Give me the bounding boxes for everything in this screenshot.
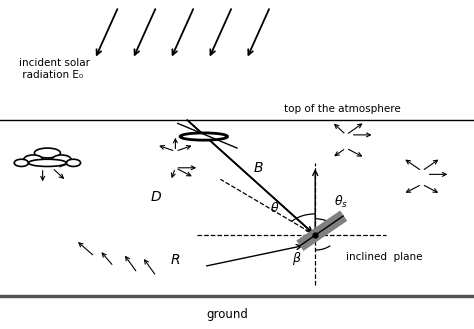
Text: R: R <box>171 253 180 267</box>
Text: inclined  plane: inclined plane <box>346 252 422 262</box>
Text: $\theta_s$: $\theta_s$ <box>334 194 348 210</box>
Text: top of the atmosphere: top of the atmosphere <box>284 104 401 114</box>
Text: D: D <box>151 190 162 204</box>
Ellipse shape <box>28 159 66 166</box>
Ellipse shape <box>24 155 43 164</box>
Text: θ: θ <box>271 202 279 215</box>
Ellipse shape <box>66 159 81 166</box>
Ellipse shape <box>180 133 228 140</box>
Ellipse shape <box>14 159 28 166</box>
Text: ground: ground <box>207 308 248 321</box>
Text: β: β <box>292 252 300 265</box>
Ellipse shape <box>35 148 61 158</box>
Text: incident solar
 radiation E₀: incident solar radiation E₀ <box>19 58 90 80</box>
Text: B: B <box>254 161 263 175</box>
Ellipse shape <box>52 155 71 164</box>
